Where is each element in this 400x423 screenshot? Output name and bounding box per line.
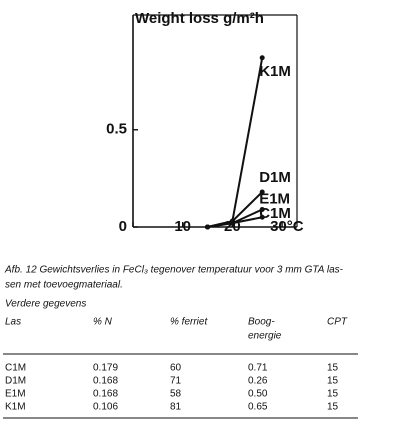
table-cell: K1M [5, 402, 26, 413]
table-cell: 15 [327, 402, 339, 413]
table-header: CPT [327, 317, 348, 328]
table-header: % N [93, 317, 113, 328]
point [205, 224, 211, 230]
table-cell: 15 [327, 389, 339, 400]
table-cell: 81 [170, 402, 182, 413]
table-cell: 71 [170, 376, 182, 387]
table-header: Boog- [248, 317, 275, 328]
table-header: % ferriet [170, 317, 208, 328]
y-tick-label: 0.5 [106, 121, 127, 138]
point [259, 189, 265, 195]
table-cell: 60 [170, 363, 182, 374]
caption-line: Afb. 12 Gewichtsverlies in FeCl₃ tegenov… [4, 265, 344, 276]
table-cell: 0.168 [93, 389, 118, 400]
point [259, 55, 265, 61]
table-cell: 0.179 [93, 363, 118, 374]
table-header: energie [248, 331, 282, 342]
series-line [207, 57, 264, 228]
table-cell: 58 [170, 389, 182, 400]
table-cell: 0.65 [248, 402, 268, 413]
table-cell: E1M [5, 389, 26, 400]
table-cell: C1M [5, 363, 26, 374]
series-label: K1M [259, 63, 291, 80]
table-cell: 15 [327, 376, 339, 387]
caption-line: sen met toevoegmateriaal. [5, 280, 123, 291]
table-header: Las [5, 317, 21, 328]
table-cell: 0.106 [93, 402, 118, 413]
table-cell: 0.168 [93, 376, 118, 387]
table-cell: D1M [5, 376, 26, 387]
table-cell: 0.71 [248, 363, 268, 374]
chart-title: Weight loss g/m²h [135, 10, 264, 27]
table-title: Verdere gegevens [5, 299, 86, 310]
table-cell: 0.26 [248, 376, 268, 387]
x-tick-label: 30°C [270, 218, 304, 235]
series-label: C1M [259, 205, 291, 222]
table-cell: 0.50 [248, 389, 268, 400]
series-label: E1M [259, 190, 290, 207]
point [229, 220, 235, 226]
point [259, 206, 265, 212]
series-label: D1M [259, 169, 291, 186]
table-cell: 15 [327, 363, 339, 374]
y-tick-label: 0 [119, 218, 127, 235]
point [259, 214, 265, 220]
